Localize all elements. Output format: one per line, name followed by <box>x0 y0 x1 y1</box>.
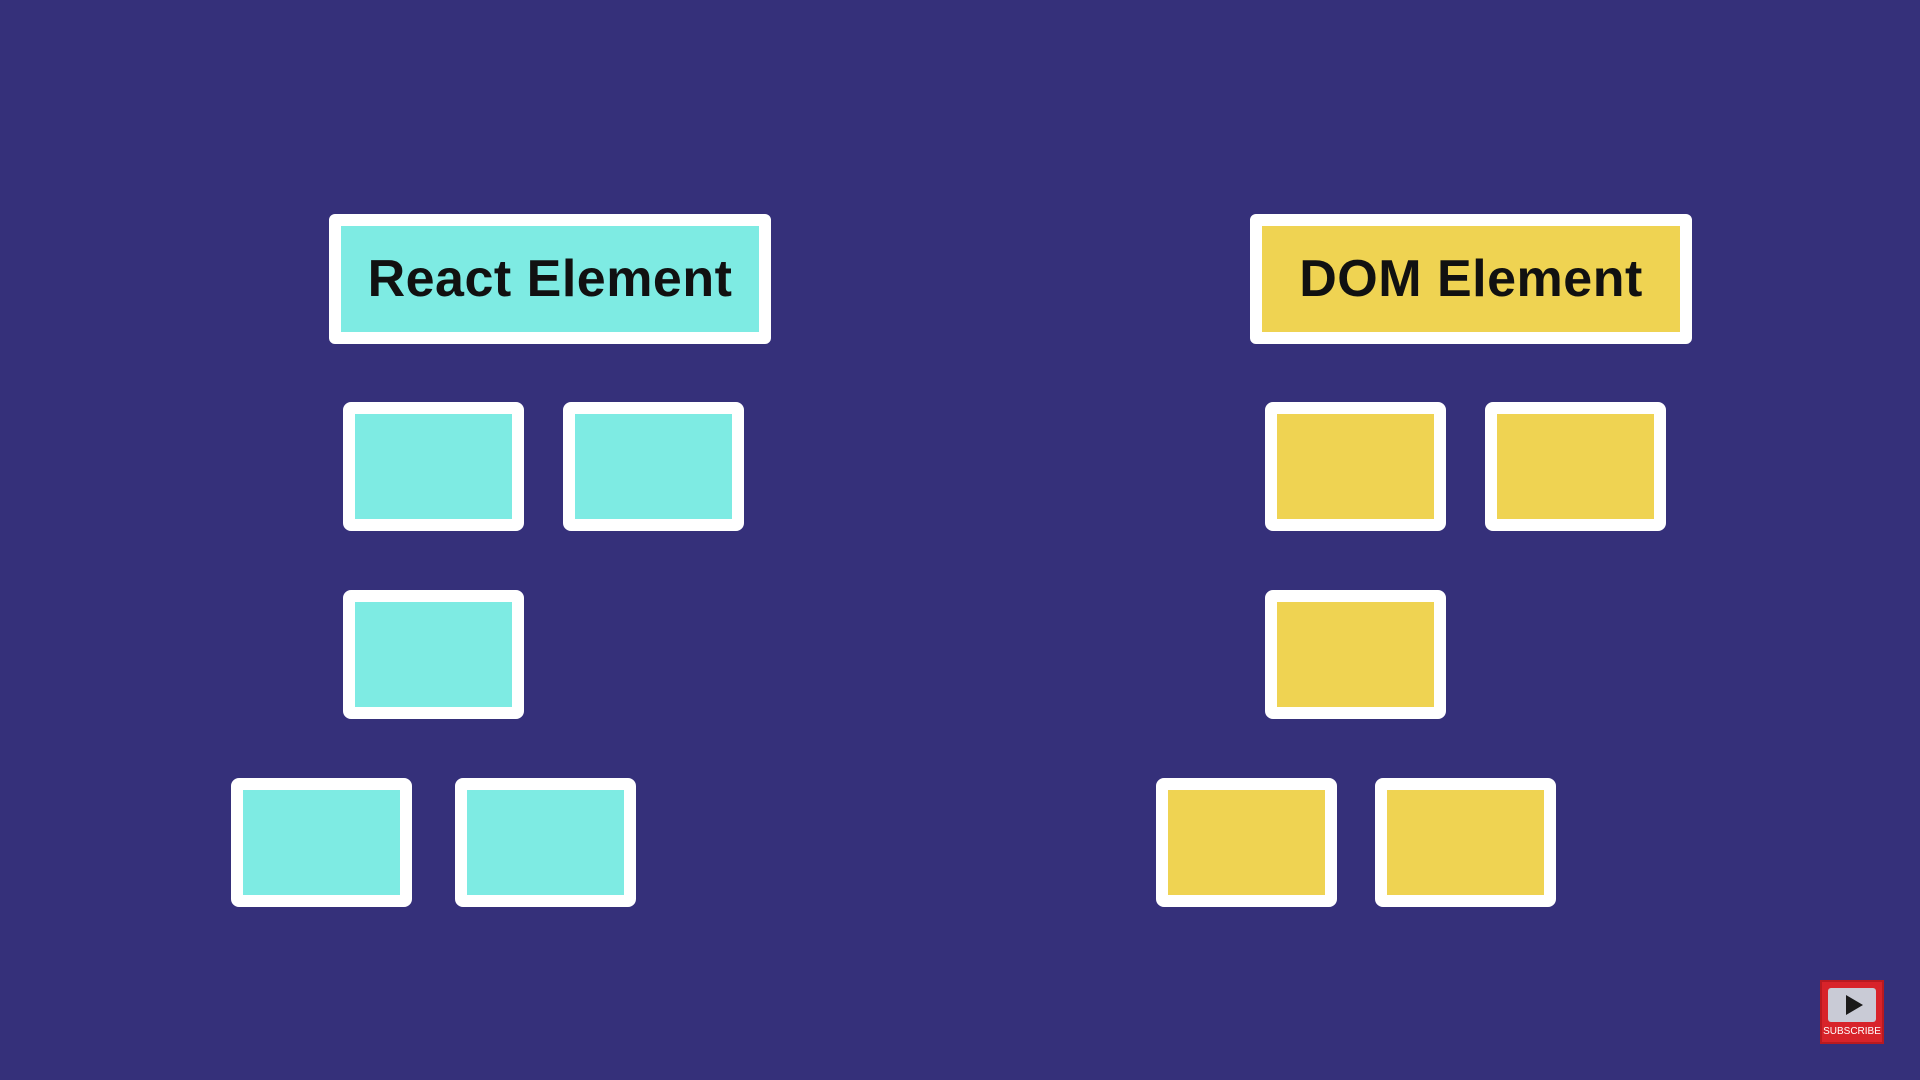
dom-node <box>1265 402 1446 531</box>
dom-element-title: DOM Element <box>1250 214 1692 344</box>
react-node <box>343 402 524 531</box>
dom-node <box>1156 778 1337 907</box>
react-node <box>343 590 524 719</box>
dom-node <box>1375 778 1556 907</box>
dom-node <box>1485 402 1666 531</box>
play-icon <box>1828 988 1876 1022</box>
react-node <box>455 778 636 907</box>
subscribe-label: SUBSCRIBE <box>1823 1026 1881 1037</box>
react-node <box>563 402 744 531</box>
dom-node <box>1265 590 1446 719</box>
subscribe-button[interactable]: SUBSCRIBE <box>1820 980 1884 1044</box>
react-element-title: React Element <box>329 214 771 344</box>
react-node <box>231 778 412 907</box>
